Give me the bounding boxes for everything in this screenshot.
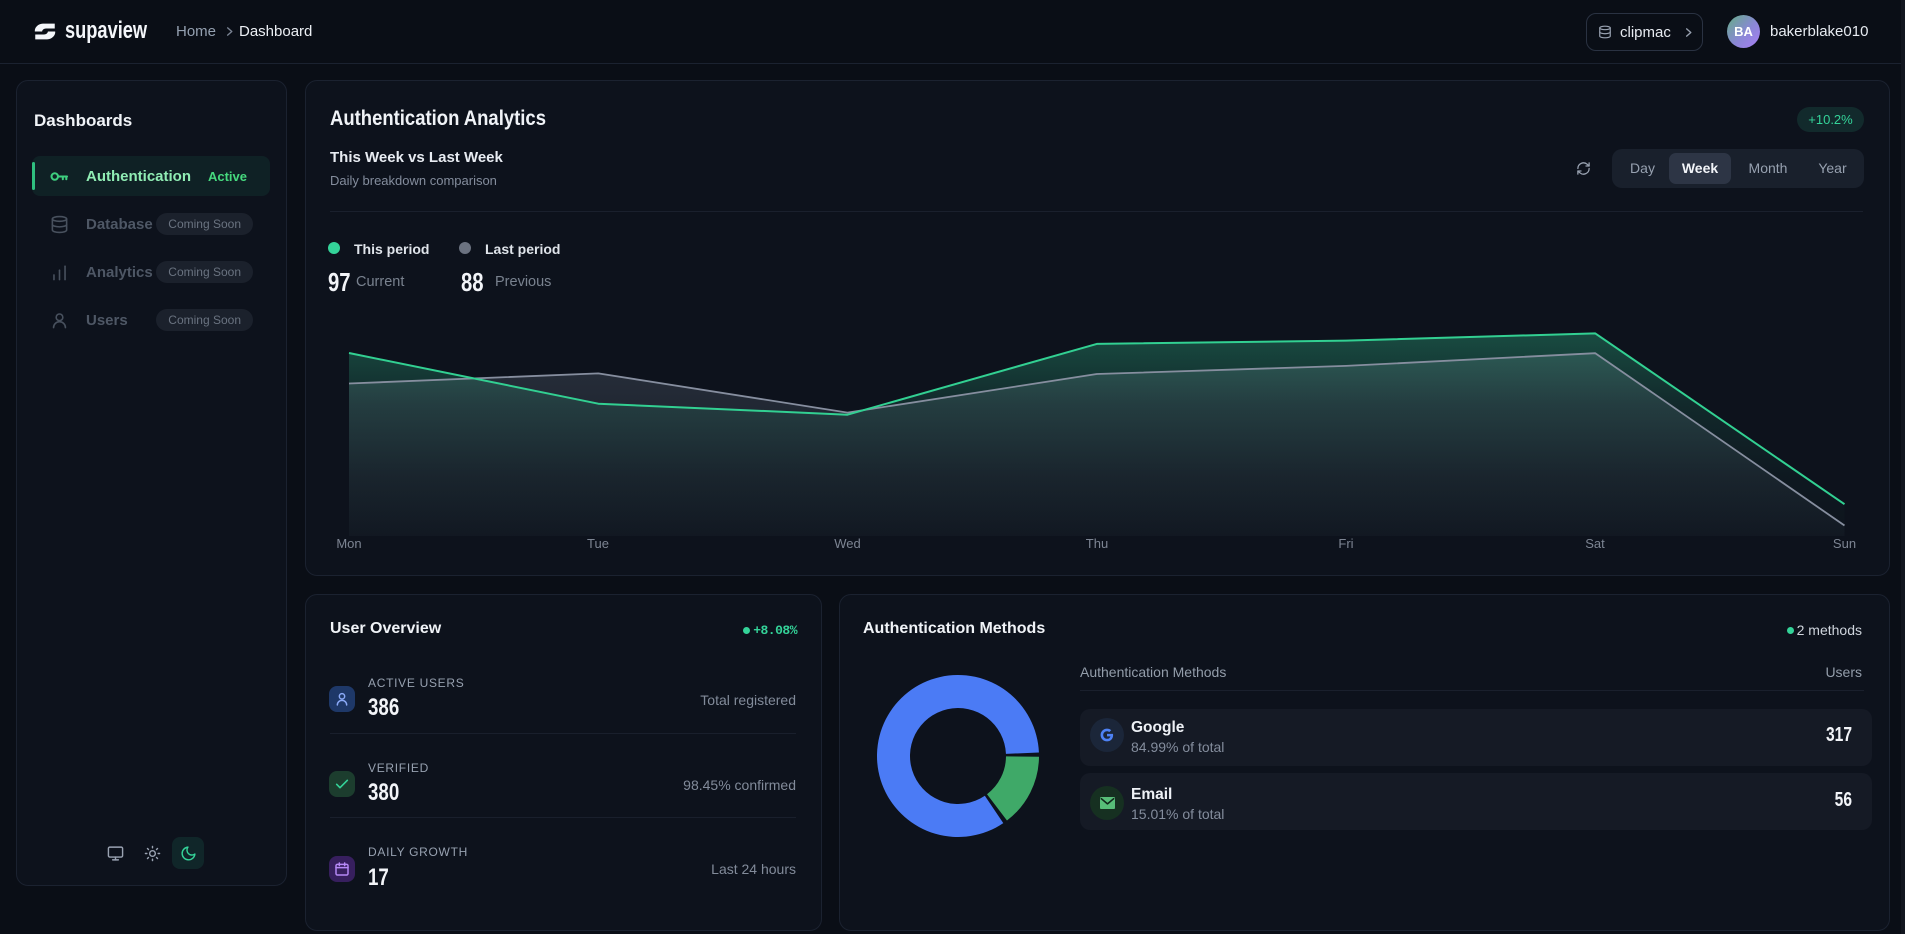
svg-text:Sat: Sat [1585, 536, 1605, 551]
svg-text:Mon: Mon [336, 536, 361, 551]
svg-text:Sun: Sun [1833, 536, 1856, 551]
svg-text:Tue: Tue [587, 536, 609, 551]
svg-text:Wed: Wed [834, 536, 861, 551]
svg-text:Thu: Thu [1086, 536, 1108, 551]
svg-text:Fri: Fri [1338, 536, 1353, 551]
